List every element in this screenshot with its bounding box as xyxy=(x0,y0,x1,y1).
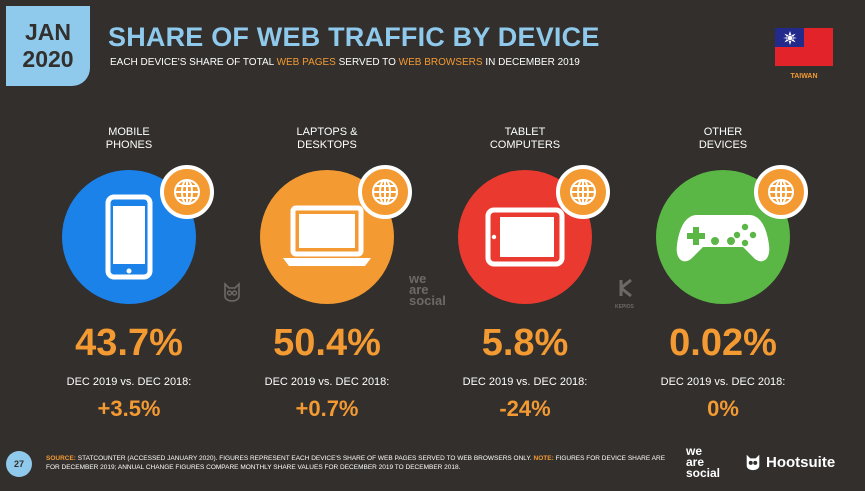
subtitle-part: SERVED TO xyxy=(335,57,399,68)
country-label: TAIWAN xyxy=(790,73,818,80)
share-value: 0.02% xyxy=(669,322,777,364)
subtitle-highlight: WEB PAGES xyxy=(276,57,336,68)
device-label: LAPTOPS & DESKTOPS xyxy=(296,126,358,151)
source-key: SOURCE: xyxy=(46,455,76,462)
share-value: 50.4% xyxy=(273,322,381,364)
share-value: 5.8% xyxy=(481,322,569,364)
note-text: FIGURES FOR DEVICE SHARE ARE FOR DECEMBE… xyxy=(46,455,666,471)
device-label: MOBILE PHONES xyxy=(105,126,153,151)
owl-icon xyxy=(746,454,760,471)
device-label: TABLET COMPUTERS xyxy=(489,126,561,151)
note-key: NOTE: xyxy=(533,455,554,462)
date-year: 2020 xyxy=(22,46,74,72)
sun-icon xyxy=(782,30,797,45)
hootsuite-wordmark: Hootsuite xyxy=(766,453,836,471)
comparison-label: DEC 2019 vs. DEC 2018: xyxy=(66,376,192,388)
comparison-label: DEC 2019 vs. DEC 2018: xyxy=(462,376,588,388)
hootsuite-logo: Hootsuite xyxy=(744,453,835,471)
change-value: -24% xyxy=(499,396,551,421)
device-column-tablet: TABLET COMPUTERS xyxy=(425,0,625,491)
globe-icon xyxy=(754,165,808,219)
laptop-icon xyxy=(260,170,394,304)
taiwan-flag-icon xyxy=(775,28,833,66)
subtitle-part: IN DECEMBER 2019 xyxy=(482,57,580,68)
flag-canton xyxy=(775,28,804,47)
change-value: +3.5% xyxy=(97,396,161,421)
mobile-phone-icon xyxy=(62,170,196,304)
device-circle xyxy=(656,165,808,304)
device-column-laptops: LAPTOPS & DESKTOPS xyxy=(227,0,427,491)
device-label: OTHER DEVICES xyxy=(698,126,748,151)
globe-icon xyxy=(160,165,214,219)
subtitle-part: EACH DEVICE'S SHARE OF TOTAL xyxy=(110,57,277,68)
date-month: JAN xyxy=(24,19,71,45)
device-circle xyxy=(260,165,412,304)
kepios-label: KEPIOS xyxy=(615,304,634,310)
footer-source: SOURCE: STATCOUNTER (ACCESSED JANUARY 20… xyxy=(46,454,666,472)
share-value: 43.7% xyxy=(75,322,183,364)
device-circle xyxy=(62,165,214,304)
comparison-label: DEC 2019 vs. DEC 2018: xyxy=(264,376,390,388)
kepios-logo-icon xyxy=(619,278,632,298)
page-number: 27 xyxy=(6,451,32,477)
change-value: +0.7% xyxy=(295,396,359,421)
page-title: SHARE OF WEB TRAFFIC BY DEVICE xyxy=(108,22,600,52)
device-circle xyxy=(458,165,610,304)
globe-icon xyxy=(358,165,412,219)
page-subtitle: EACH DEVICE'S SHARE OF TOTAL WEB PAGES S… xyxy=(110,57,580,68)
date-badge: JAN 2020 xyxy=(6,6,90,86)
subtitle-highlight: WEB BROWSERS xyxy=(398,57,483,68)
device-column-mobile: MOBILE PHONES xyxy=(29,0,229,491)
tablet-icon xyxy=(458,170,592,304)
kepios-watermark: KEPIOS xyxy=(615,278,639,310)
we-are-social-logo: we are social xyxy=(686,444,721,480)
globe-icon xyxy=(556,165,610,219)
source-text: STATCOUNTER (ACCESSED JANUARY 2020). FIG… xyxy=(75,455,534,462)
device-column-other: OTHER DEVICES xyxy=(623,0,823,491)
game-controller-icon xyxy=(656,170,790,304)
we-are-social-watermark: we are social xyxy=(409,271,446,308)
comparison-label: DEC 2019 vs. DEC 2018: xyxy=(660,376,786,388)
change-value: 0% xyxy=(707,396,739,421)
hootsuite-watermark-icon xyxy=(222,282,242,307)
